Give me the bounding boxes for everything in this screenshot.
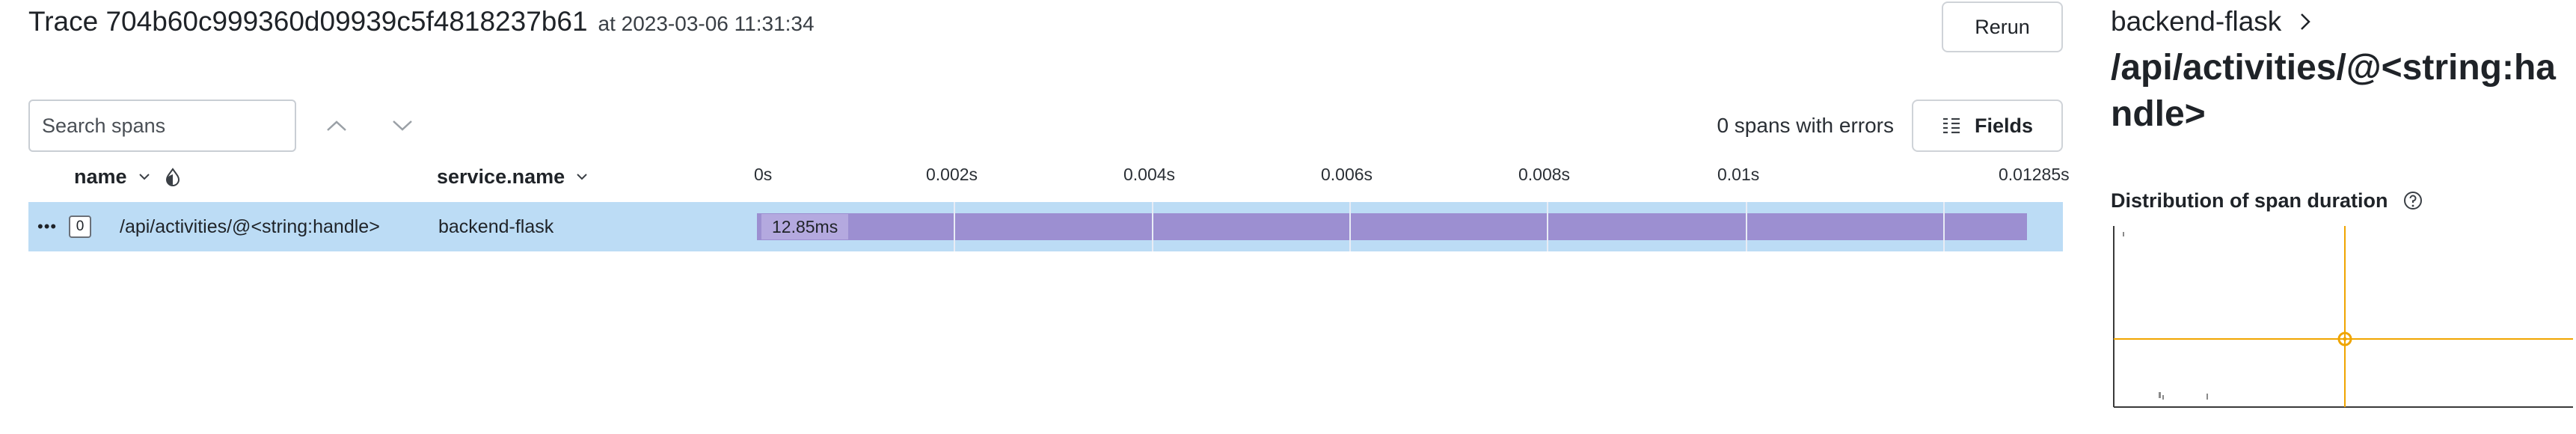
service-column-header[interactable]: service.name bbox=[437, 162, 589, 192]
help-circle-icon[interactable] bbox=[2402, 190, 2423, 211]
heatmap-selected-dot bbox=[2343, 337, 2347, 341]
fields-label: Fields bbox=[1974, 114, 2034, 137]
heatmap-cell bbox=[2207, 394, 2208, 400]
grid-line bbox=[954, 202, 955, 251]
search-spans-input[interactable] bbox=[28, 100, 296, 152]
children-count-badge[interactable]: 0 bbox=[69, 216, 91, 238]
trace-header: Trace 704b60c999360d09939c5f4818237b61 a… bbox=[28, 6, 815, 43]
timeline-tick: 0.006s bbox=[1321, 165, 1373, 184]
visibility-icon[interactable] bbox=[165, 167, 181, 186]
rerun-button[interactable]: Rerun bbox=[1942, 1, 2063, 52]
previous-match-button[interactable] bbox=[314, 103, 359, 148]
grid-line bbox=[1547, 202, 1548, 251]
side-panel-span-name: /api/activities/@<string:handle> bbox=[2111, 48, 2556, 134]
children-count-cell: 0 bbox=[69, 202, 91, 251]
side-panel-service[interactable]: backend-flask bbox=[2111, 4, 2313, 39]
distribution-title-row: Distribution of span duration bbox=[2111, 186, 2423, 216]
span-duration-label: 12.85ms bbox=[761, 214, 849, 239]
error-count: 0 spans with errors bbox=[1717, 114, 1894, 137]
sort-chevron-icon bbox=[577, 174, 587, 180]
span-duration-bar[interactable] bbox=[757, 213, 2027, 240]
trace-title: Trace 704b60c999360d09939c5f4818237b61 bbox=[28, 6, 588, 37]
name-column-label: name bbox=[74, 165, 127, 188]
timeline-tick: 0.004s bbox=[1123, 165, 1176, 184]
side-panel-service-label: backend-flask bbox=[2111, 6, 2282, 37]
timeline-tick: 0.008s bbox=[1518, 165, 1571, 184]
grid-line bbox=[1349, 202, 1351, 251]
grid-line bbox=[1746, 202, 1747, 251]
name-column-header[interactable]: name bbox=[74, 162, 181, 192]
sort-chevron-icon bbox=[138, 174, 150, 180]
heatmap-cell bbox=[2159, 392, 2161, 398]
service-column-label: service.name bbox=[437, 165, 565, 188]
distribution-title: Distribution of span duration bbox=[2111, 189, 2388, 212]
span-name-cell: /api/activities/@<string:handle> bbox=[120, 216, 380, 237]
timeline-tick: 0s bbox=[754, 165, 773, 184]
heatmap-selected-marker bbox=[2337, 331, 2352, 346]
trace-timestamp: at 2023-03-06 11:31:34 bbox=[598, 12, 815, 35]
grid-line bbox=[1152, 202, 1153, 251]
heatmap-cell bbox=[2123, 232, 2124, 236]
timeline-tick: 0.01s bbox=[1717, 165, 1760, 184]
timeline-tick: 0.01285s bbox=[1999, 165, 2070, 184]
columns-icon bbox=[1942, 117, 1960, 134]
heatmap-cell bbox=[2162, 395, 2164, 400]
span-duration-heatmap[interactable] bbox=[2112, 226, 2573, 409]
fields-button[interactable]: Fields bbox=[1912, 100, 2063, 152]
grid-line bbox=[1943, 202, 1945, 251]
chevron-right-icon bbox=[2301, 13, 2311, 30]
chevron-down-icon bbox=[393, 120, 412, 131]
timeline-tick: 0.002s bbox=[926, 165, 978, 184]
service-name-cell: backend-flask bbox=[438, 216, 554, 237]
chevron-up-icon bbox=[327, 120, 346, 131]
more-dots-icon[interactable]: ••• bbox=[37, 217, 58, 236]
next-match-button[interactable] bbox=[380, 103, 425, 148]
